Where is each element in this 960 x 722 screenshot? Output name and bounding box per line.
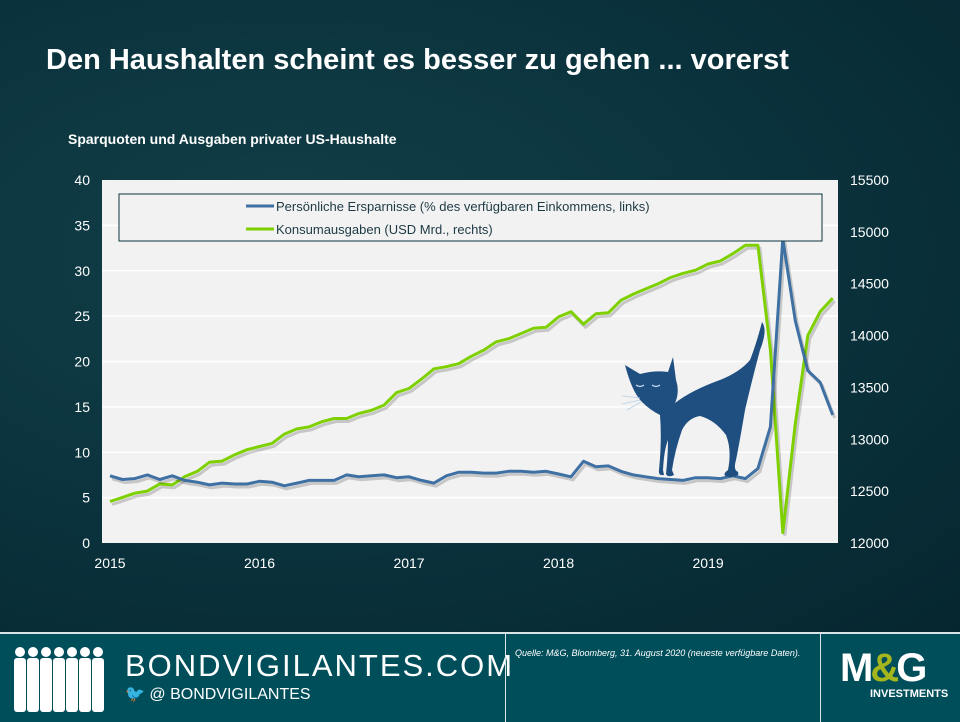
y-left-tick-label: 25 xyxy=(74,308,90,324)
source-note: Quelle: M&G, Bloomberg, 31. August 2020 … xyxy=(515,648,801,658)
people-silhouette-icon xyxy=(14,647,104,712)
series-line-spending xyxy=(109,243,834,535)
at-sign: @ xyxy=(149,686,166,703)
x-tick-label: 2015 xyxy=(94,555,125,571)
y-left-tick-label: 10 xyxy=(74,444,90,460)
x-tick-label: 2019 xyxy=(693,555,724,571)
y-right-tick-label: 13500 xyxy=(850,379,889,395)
y-left-tick-label: 30 xyxy=(74,263,90,279)
twitter-handle[interactable]: 🐦 @ BONDVIGILANTES xyxy=(125,684,311,704)
y-left-tick-label: 0 xyxy=(82,535,90,551)
y-right-tick-label: 14500 xyxy=(850,276,889,292)
y-right-tick-label: 15500 xyxy=(850,172,889,188)
y-right-tick-label: 14000 xyxy=(850,328,889,344)
series-line-savings xyxy=(109,237,835,488)
y-left-tick-label: 5 xyxy=(82,490,90,506)
y-right-tick-label: 12500 xyxy=(850,483,889,499)
divider xyxy=(505,634,506,722)
legend-label-savings: Persönliche Ersparnisse (% des verfügbar… xyxy=(276,199,650,214)
series-shadow xyxy=(111,241,837,491)
legend-label-spending: Konsumausgaben (USD Mrd., rechts) xyxy=(276,222,493,237)
x-tick-label: 2016 xyxy=(244,555,275,571)
page-title: Den Haushalten scheint es besser zu gehe… xyxy=(46,44,789,76)
x-tick-label: 2017 xyxy=(393,555,424,571)
y-left-tick-label: 35 xyxy=(74,217,90,233)
footer: BONDVIGILANTES.COM 🐦 @ BONDVIGILANTES Qu… xyxy=(0,632,960,722)
x-tick-label: 2018 xyxy=(543,555,574,571)
y-left-tick-label: 40 xyxy=(74,172,90,188)
y-left-tick-label: 15 xyxy=(74,399,90,415)
handle-text: BONDVIGILANTES xyxy=(170,686,311,703)
series-shadow xyxy=(111,246,836,536)
mg-logo: M&G INVESTMENTS xyxy=(840,646,949,700)
y-right-tick-label: 13000 xyxy=(850,431,889,447)
site-link[interactable]: BONDVIGILANTES.COM xyxy=(125,648,515,683)
chart-subtitle: Sparquoten und Ausgaben privater US-Haus… xyxy=(68,131,397,147)
y-left-tick-label: 20 xyxy=(74,354,90,370)
chart: 0 5 10 15 20 25 30 35 40 12000 12500 13000 13500 140… xyxy=(74,172,889,571)
y-right-tick-label: 15000 xyxy=(850,224,889,240)
cat-illustration xyxy=(621,322,765,477)
legend: Persönliche Ersparnisse (% des verfügbar… xyxy=(118,193,823,242)
y-right-tick-label: 12000 xyxy=(850,535,889,551)
divider xyxy=(820,634,821,722)
twitter-icon: 🐦 xyxy=(125,686,145,703)
